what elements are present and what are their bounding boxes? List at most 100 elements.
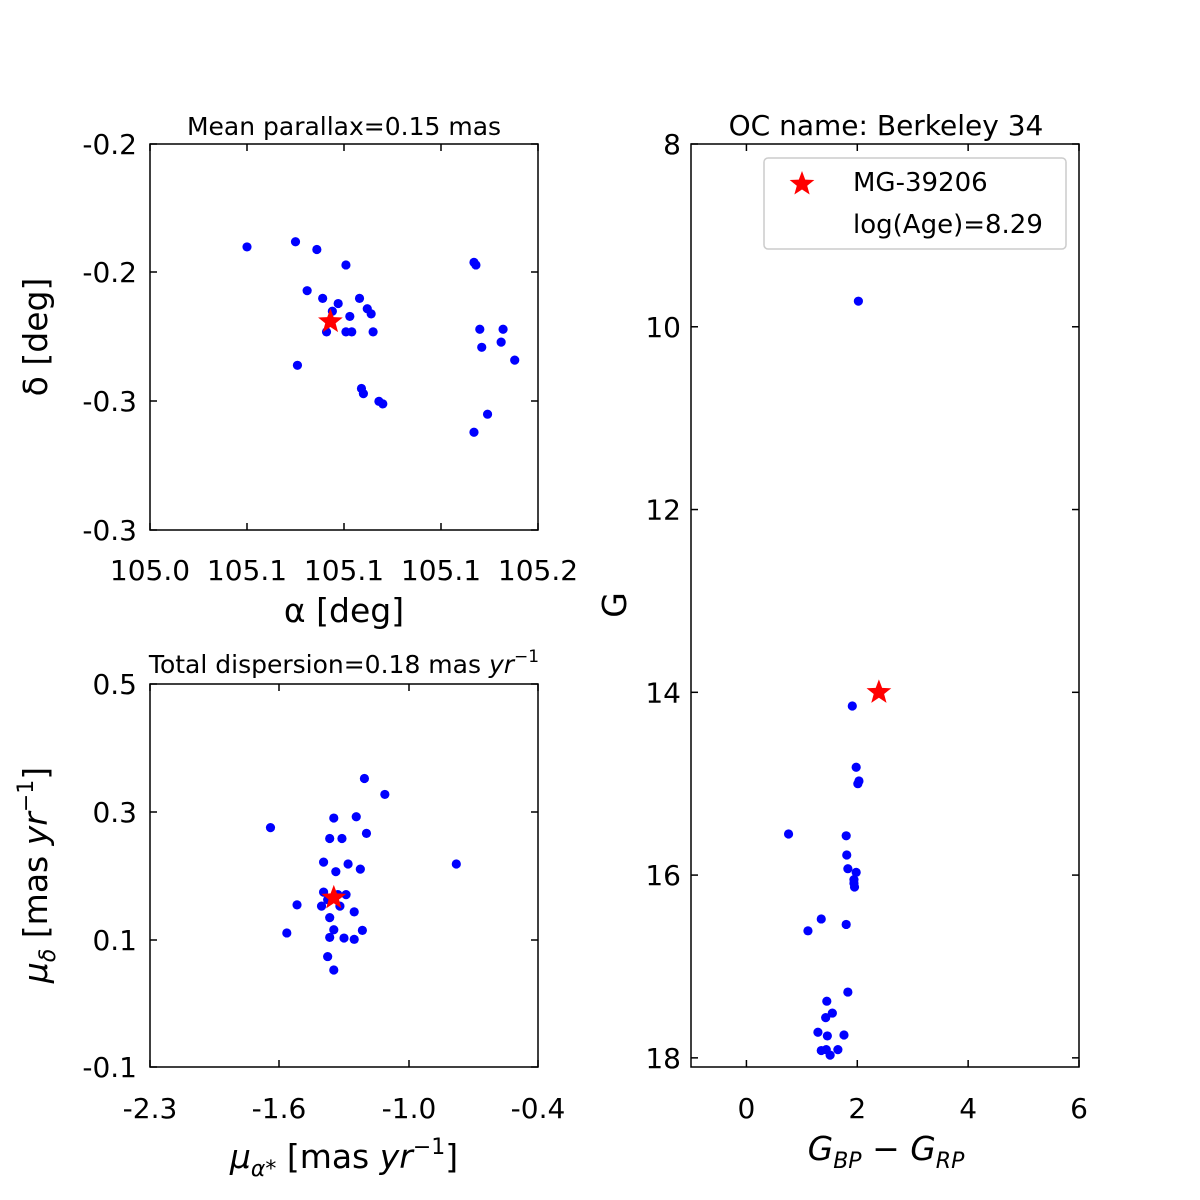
panel-position-title: Mean parallax=0.15 mas <box>187 112 501 141</box>
panel-position-xtick-label: 105.0 <box>110 554 190 587</box>
panel-position-member-point <box>341 260 351 270</box>
panel-proper-motion-member-point <box>325 913 335 923</box>
legend: MG-39206 log(Age)=8.29 <box>763 157 1067 250</box>
panel-proper-motion-member-point <box>282 928 292 938</box>
panel-proper-motion-ytick-label: -0.1 <box>82 1051 137 1084</box>
panel-cmd-marks <box>783 296 892 1060</box>
legend-entry-age: log(Age)=8.29 <box>853 210 1043 240</box>
panel-position-member-point <box>290 237 301 247</box>
panel-cmd-member-point <box>783 829 794 839</box>
panel-position-ytick-label: -0.2 <box>82 256 137 289</box>
panel-proper-motion-marks <box>265 773 461 975</box>
panel-cmd-ytick-label: 16 <box>645 859 681 892</box>
panel-cmd-xtick-label: 0 <box>738 1092 756 1125</box>
panel-position-member-point <box>312 244 322 255</box>
panel-position-member-point <box>475 324 485 334</box>
panel-cmd-ytick-label: 14 <box>645 676 681 709</box>
panel-cmd-member-point <box>853 296 863 306</box>
panel-position-member-point <box>358 389 368 399</box>
legend-box <box>763 157 1067 250</box>
panel-position-member-point <box>333 298 343 309</box>
panel-proper-motion-member-point <box>329 925 339 935</box>
panel-position-member-point <box>496 337 506 347</box>
panel-cmd-ticks: 0 2 4 6 8 10 12 14 16 18 <box>645 128 1088 1125</box>
panel-cmd-member-point <box>851 867 861 877</box>
panel-proper-motion-member-point <box>341 890 351 900</box>
panel-proper-motion: Total dispersion=0.18 mas yr−1 -2.3 -1.6-… <box>14 647 565 1182</box>
panel-position-member-point <box>302 286 312 296</box>
panel-position-member-point <box>477 342 487 352</box>
panel-cmd-member-point <box>833 1045 843 1055</box>
panel-position-member-point <box>498 324 508 334</box>
panel-position-xtick-label: 105.1 <box>304 554 384 587</box>
panel-position-ticks: 105.0 105.1 105.1 105.1 105.2 -0.2 -0.2 -0.3 -0.… <box>82 128 578 587</box>
panel-proper-motion-ytick-label: 0.5 <box>92 668 137 701</box>
panel-cmd-frame <box>690 143 1080 1068</box>
panel-proper-motion-xtick-label: -1.0 <box>382 1092 437 1125</box>
panel-position-member-point <box>318 293 328 303</box>
panel-proper-motion-member-point <box>292 900 302 910</box>
panel-cmd-member-point <box>827 1008 837 1018</box>
panel-proper-motion-member-point <box>337 833 347 844</box>
panel-position-ylabel: δ [deg] <box>16 278 55 397</box>
panel-cmd-member-point <box>847 701 857 711</box>
panel-position-member-point <box>292 360 303 370</box>
panel-proper-motion-ytick-label: 0.3 <box>92 796 137 829</box>
panel-cmd: OC name: Berkeley 34 0 2 4 6 8 10 12 14 16 18 GBP… <box>595 109 1088 1174</box>
panel-proper-motion-member-point <box>329 965 339 975</box>
panel-cmd-xtick-label: 4 <box>959 1092 977 1125</box>
panel-position-ytick-label: -0.2 <box>82 128 137 161</box>
panel-proper-motion-ylabel: μδ [mas yr−1] <box>14 767 61 984</box>
panel-proper-motion-member-point <box>331 867 341 877</box>
panel-position-xlabel: α [deg] <box>284 591 404 630</box>
panel-cmd-member-point <box>822 1031 832 1041</box>
panel-cmd-xlabel: GBP − GRP <box>808 1129 965 1174</box>
panel-position-member-point <box>378 399 388 409</box>
panel-proper-motion-xtick-label: -0.4 <box>511 1092 566 1125</box>
panel-cmd-member-point <box>841 919 851 930</box>
panel-cmd-ytick-label: 18 <box>645 1042 681 1075</box>
panel-proper-motion-member-point <box>339 933 349 943</box>
panel-proper-motion-ticks: -2.3 -1.6 -1.0 -0.4 0.5 0.3 0.1 -0.1 <box>82 668 565 1125</box>
panel-position-frame <box>149 143 539 531</box>
panel-proper-motion-member-point <box>349 907 359 917</box>
panel-cmd-member-point <box>849 882 860 892</box>
panel-proper-motion-member-point <box>316 901 327 911</box>
panel-position-member-point <box>366 309 376 319</box>
panel-position-member-point <box>347 327 357 337</box>
panel-position-member-point <box>469 427 479 437</box>
panel-cmd-ytick-label: 8 <box>663 128 681 161</box>
panel-position-xtick-label: 105.2 <box>498 554 578 587</box>
panel-position: Mean parallax=0.15 mas 105.0 105.1 105.1 10… <box>16 112 578 630</box>
panel-position-marks <box>242 237 520 437</box>
panel-cmd-xtick-label: 6 <box>1070 1092 1088 1125</box>
panel-cmd-title: OC name: Berkeley 34 <box>729 109 1044 142</box>
panel-proper-motion-member-point <box>357 925 367 935</box>
panel-position-target-star <box>318 308 343 333</box>
panel-proper-motion-member-point <box>355 864 365 874</box>
panel-position-member-point <box>368 327 378 337</box>
panel-proper-motion-ytick-label: 0.1 <box>92 924 137 957</box>
panel-position-xtick-label: 105.1 <box>401 554 481 587</box>
panel-cmd-member-point <box>825 1050 835 1060</box>
panel-cmd-member-point <box>816 914 826 924</box>
panel-proper-motion-member-point <box>361 828 372 838</box>
panel-proper-motion-member-point <box>318 857 329 867</box>
panel-proper-motion-member-point <box>451 859 461 869</box>
panel-cmd-member-point <box>843 864 853 874</box>
panel-position-ytick-label: -0.3 <box>82 514 137 547</box>
panel-cmd-member-point <box>843 987 853 997</box>
panel-position-member-point <box>345 311 355 322</box>
panel-position-member-point <box>510 355 520 365</box>
panel-position-member-point <box>482 409 493 419</box>
panel-proper-motion-member-point <box>349 934 359 944</box>
panel-proper-motion-member-point <box>325 833 335 844</box>
panel-cmd-member-point <box>839 1030 849 1040</box>
panel-cmd-member-point <box>822 996 832 1006</box>
panel-position-member-point <box>354 293 365 303</box>
panel-cmd-xtick-label: 2 <box>848 1092 866 1125</box>
panel-proper-motion-member-point <box>329 813 339 823</box>
panel-cmd-ylabel: G <box>595 592 634 618</box>
panel-proper-motion-xtick-label: -2.3 <box>123 1092 178 1125</box>
panel-proper-motion-member-point <box>265 823 276 833</box>
